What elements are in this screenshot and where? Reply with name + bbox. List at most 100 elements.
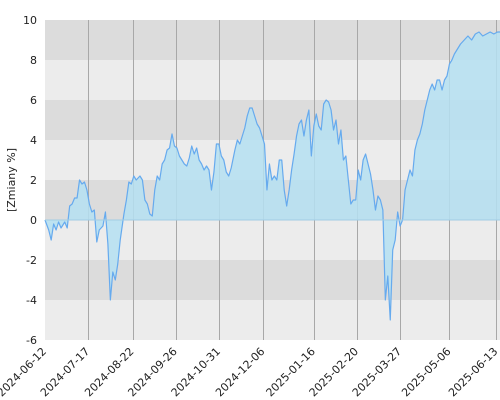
data-point [203, 169, 204, 170]
data-point [115, 279, 116, 280]
data-point [218, 143, 219, 144]
data-point [74, 197, 75, 198]
data-point [271, 179, 272, 180]
data-point [365, 153, 366, 154]
y-tick-label: 0 [30, 214, 37, 227]
data-point [456, 49, 457, 50]
data-point [117, 263, 118, 264]
background-band [45, 60, 500, 100]
data-point [164, 159, 165, 160]
data-point [259, 127, 260, 128]
data-point [375, 209, 376, 210]
data-point [223, 159, 224, 160]
data-point [266, 189, 267, 190]
data-point [89, 203, 90, 204]
data-point [439, 79, 440, 80]
data-point [174, 145, 175, 146]
data-point [348, 179, 349, 180]
data-point [397, 211, 398, 212]
data-point [298, 123, 299, 124]
data-point [404, 189, 405, 190]
data-point [467, 35, 468, 36]
data-point [392, 249, 393, 250]
data-point [56, 229, 57, 230]
data-point [252, 107, 253, 108]
data-point [171, 133, 172, 134]
data-point [179, 155, 180, 156]
data-point [380, 199, 381, 200]
data-point [296, 135, 297, 136]
data-point [234, 149, 235, 150]
data-point [291, 169, 292, 170]
data-point [412, 175, 413, 176]
data-point [166, 149, 167, 150]
data-point [154, 189, 155, 190]
data-point [181, 159, 182, 160]
data-point [221, 155, 222, 156]
data-point [147, 203, 148, 204]
data-point [417, 139, 418, 140]
data-point [345, 155, 346, 156]
area-fill [45, 32, 500, 320]
data-point [86, 189, 87, 190]
y-tick-label: -2 [26, 254, 37, 267]
data-point [306, 119, 307, 120]
data-point [216, 143, 217, 144]
data-point [437, 79, 438, 80]
data-point [53, 223, 54, 224]
background-band [45, 300, 500, 340]
background-band [45, 20, 500, 60]
data-point [131, 183, 132, 184]
y-tick-label: -6 [26, 334, 37, 347]
data-point [261, 135, 262, 136]
data-point [152, 215, 153, 216]
data-point [460, 43, 461, 44]
series-line [44, 31, 500, 321]
data-point [482, 35, 483, 36]
data-point [81, 183, 82, 184]
data-point [194, 153, 195, 154]
data-point [84, 181, 85, 182]
data-point [142, 179, 143, 180]
data-point [313, 125, 314, 126]
data-point [226, 171, 227, 172]
data-point [360, 179, 361, 180]
data-point [328, 101, 329, 102]
data-point [48, 229, 49, 230]
data-point [303, 135, 304, 136]
data-point [102, 225, 103, 226]
data-point [189, 157, 190, 158]
y-tick-label: 6 [30, 94, 37, 107]
data-point [139, 175, 140, 176]
data-point [333, 129, 334, 130]
data-point [419, 133, 420, 134]
data-point [424, 109, 425, 110]
data-point [128, 181, 129, 182]
data-point [358, 169, 359, 170]
data-point [464, 39, 465, 40]
data-point [308, 109, 309, 110]
data-point [493, 33, 494, 34]
data-point [120, 239, 121, 240]
data-point [434, 89, 435, 90]
data-point [69, 205, 70, 206]
data-point [249, 107, 250, 108]
data-point [387, 275, 388, 276]
data-point [293, 153, 294, 154]
data-point [96, 241, 97, 242]
data-point [110, 299, 111, 300]
data-point [377, 195, 378, 196]
data-point [355, 199, 356, 200]
data-point [363, 159, 364, 160]
data-point [213, 171, 214, 172]
data-point [367, 163, 368, 164]
data-point [471, 39, 472, 40]
x-tick-label: 2025-06-13 [446, 345, 500, 399]
data-point [176, 147, 177, 148]
data-point [107, 243, 108, 244]
data-point [76, 197, 77, 198]
area-layer [44, 31, 500, 321]
data-point [269, 163, 270, 164]
